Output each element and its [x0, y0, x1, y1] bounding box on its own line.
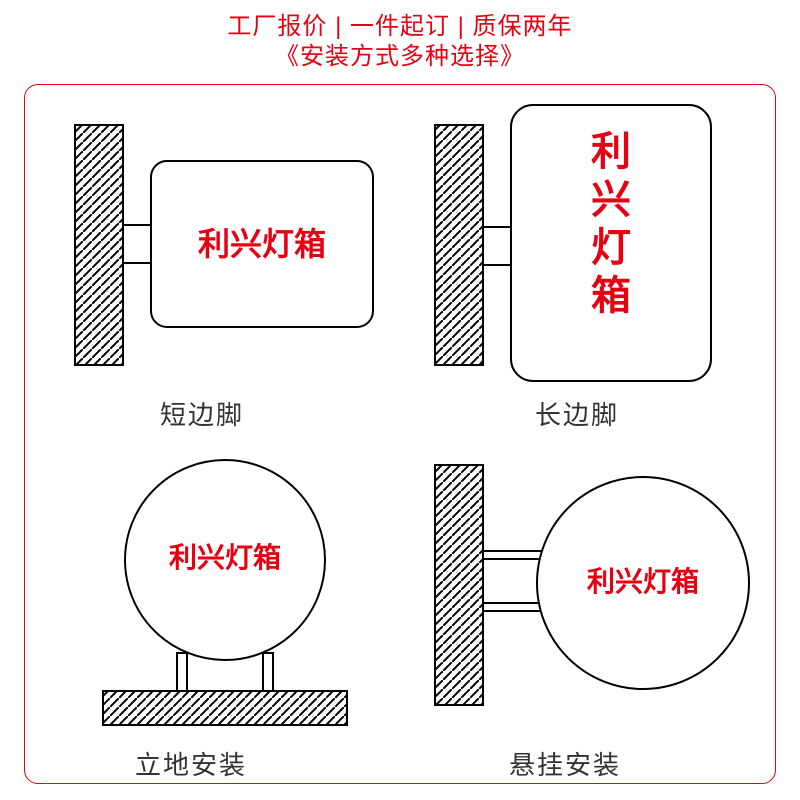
header: 工厂报价 | 一件起订 | 质保两年 《安装方式多种选择》 [0, 0, 800, 80]
brand-text: 利兴灯箱 [169, 541, 281, 573]
caption-short-foot: 短边脚 [160, 395, 244, 432]
header-line-2: 《安装方式多种选择》 [0, 42, 800, 72]
brand-text: 利兴灯箱 [198, 226, 326, 262]
panel-hanging-mount: 利兴灯箱 [425, 455, 765, 735]
header-line-1: 工厂报价 | 一件起订 | 质保两年 [0, 12, 800, 42]
diagram-frame: 利兴灯箱短边脚利兴灯箱长边脚利兴灯箱立地安装利兴灯箱悬挂安装 [24, 84, 776, 784]
panel-short-foot: 利兴灯箱 [65, 115, 385, 375]
panel-floor-mount: 利兴灯箱 [65, 455, 385, 735]
brand-text: 利兴灯箱 [587, 565, 699, 597]
caption-long-foot: 长边脚 [535, 395, 619, 432]
caption-hanging-mount: 悬挂安装 [509, 745, 621, 782]
panel-long-foot: 利兴灯箱 [425, 95, 755, 385]
caption-floor-mount: 立地安装 [135, 745, 247, 782]
